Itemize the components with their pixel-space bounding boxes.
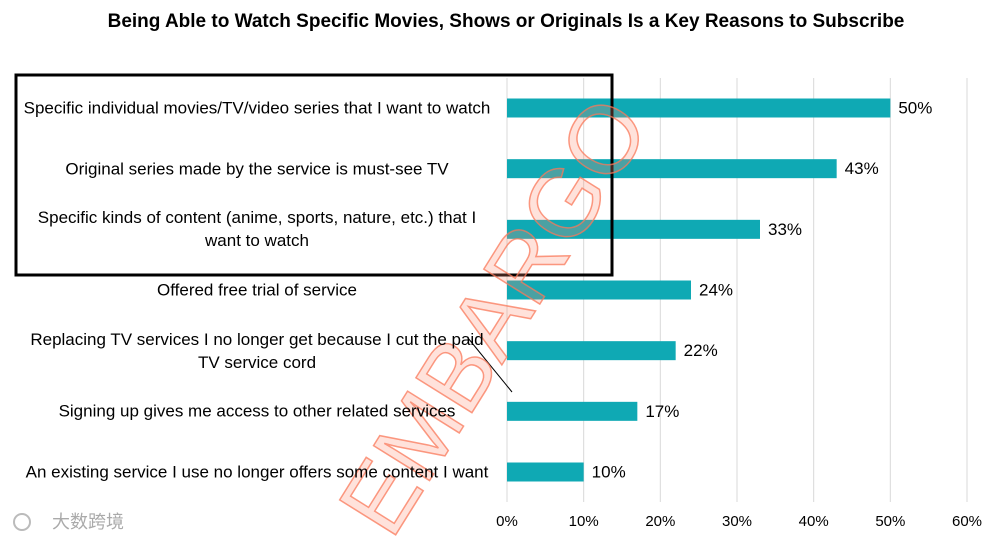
- value-label: 10%: [592, 462, 626, 481]
- value-label: 24%: [699, 280, 733, 299]
- logo-icon: [13, 513, 31, 531]
- bar: [507, 341, 676, 361]
- category-label: Original series made by the service is m…: [65, 159, 449, 179]
- bar: [507, 219, 760, 239]
- value-label: 43%: [845, 159, 879, 178]
- chart-title: Being Able to Watch Specific Movies, Sho…: [108, 11, 905, 32]
- category-label: Specific kinds of content (anime, sports…: [37, 208, 477, 251]
- bar: [507, 462, 584, 482]
- bar: [507, 401, 638, 421]
- pointer-line: [467, 337, 513, 393]
- bar: [507, 280, 691, 300]
- x-tick-label: 50%: [875, 513, 905, 530]
- bar: [507, 159, 837, 179]
- category-label: Specific individual movies/TV/video seri…: [23, 98, 491, 118]
- x-tick-label: 10%: [569, 513, 599, 530]
- x-tick-label: 20%: [645, 513, 675, 530]
- x-tick-label: 40%: [799, 513, 829, 530]
- value-label: 50%: [898, 98, 932, 117]
- category-label: Signing up gives me access to other rela…: [58, 401, 456, 421]
- category-label: Offered free trial of service: [157, 280, 357, 300]
- category-label: An existing service I use no longer offe…: [25, 462, 489, 482]
- bar: [507, 98, 891, 118]
- highlight-box: [14, 73, 614, 277]
- value-label: 33%: [768, 220, 802, 239]
- x-tick-label: 0%: [496, 513, 518, 530]
- category-label: Replacing TV services I no longer get be…: [30, 329, 484, 372]
- value-label: 22%: [684, 341, 718, 360]
- value-label: 17%: [645, 402, 679, 421]
- x-tick-label: 30%: [722, 513, 752, 530]
- x-tick-label: 60%: [952, 513, 982, 530]
- logo-text: 大数跨境: [52, 512, 124, 533]
